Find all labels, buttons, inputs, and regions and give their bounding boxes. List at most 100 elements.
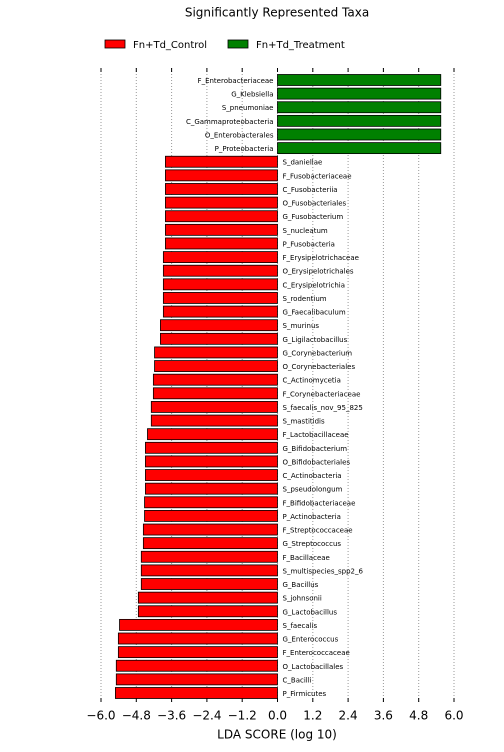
bar bbox=[162, 292, 278, 304]
category-label: S_pseudolongum bbox=[283, 486, 343, 494]
bar bbox=[115, 673, 278, 686]
bar bbox=[165, 169, 278, 182]
category-label: F_Enterococcaceae bbox=[283, 649, 350, 657]
x-tick-label: −6.0 bbox=[86, 709, 115, 723]
category-label: P_Firmicutes bbox=[283, 690, 327, 698]
bar bbox=[162, 264, 278, 277]
bar bbox=[277, 128, 442, 141]
x-tick-label: −3.6 bbox=[157, 709, 186, 723]
category-label: F_Corynebacteriaceae bbox=[283, 390, 361, 398]
category-label: O_Corynebacteriales bbox=[283, 363, 356, 371]
bar bbox=[119, 618, 278, 631]
bar bbox=[142, 537, 278, 550]
x-tick-label: 4.8 bbox=[409, 709, 428, 723]
x-tick-label: 3.6 bbox=[374, 709, 393, 723]
category-label: S_mastitidis bbox=[283, 418, 325, 426]
bar bbox=[165, 183, 278, 195]
category-label: O_Enterobacterales bbox=[205, 131, 274, 139]
category-label: F_Bacillaceae bbox=[283, 554, 330, 562]
bar bbox=[160, 332, 278, 345]
bar bbox=[144, 496, 278, 509]
bar bbox=[277, 142, 442, 155]
bar bbox=[152, 373, 278, 386]
category-label: O_Fusobacteriales bbox=[283, 200, 347, 208]
bar bbox=[140, 550, 278, 563]
category-label: S_pneumoniae bbox=[222, 104, 274, 112]
x-tick-label: −4.8 bbox=[122, 709, 151, 723]
bar bbox=[152, 387, 278, 400]
category-label: C_Gammaproteobacteria bbox=[186, 118, 274, 126]
x-tick-label: 1.2 bbox=[303, 709, 322, 723]
bar bbox=[140, 578, 278, 590]
category-label: S_faecalis_nov_95_825 bbox=[283, 404, 363, 412]
bar bbox=[145, 482, 278, 495]
bar bbox=[277, 114, 442, 127]
category-label: C_Actinomycetia bbox=[283, 377, 341, 385]
category-label: F_Streptococcaceae bbox=[283, 527, 353, 535]
legend-swatch bbox=[104, 39, 126, 49]
bar bbox=[145, 469, 278, 481]
bar bbox=[162, 278, 278, 291]
bar bbox=[154, 360, 278, 372]
category-label: O_Bifidobacteriales bbox=[283, 458, 351, 466]
bar bbox=[154, 346, 278, 359]
x-axis-label: LDA SCORE (log 10) bbox=[217, 728, 337, 742]
x-tick-label: −1.2 bbox=[228, 709, 257, 723]
bar bbox=[162, 251, 278, 263]
category-label: G_Enterococcus bbox=[283, 636, 339, 644]
bar bbox=[165, 155, 278, 168]
category-label: S_murinus bbox=[283, 322, 320, 330]
bar bbox=[145, 441, 278, 454]
category-label: G_Lactobacillus bbox=[283, 608, 338, 616]
category-label: G_Bifidobacterium bbox=[283, 445, 348, 453]
bar bbox=[277, 101, 442, 114]
category-label: G_Faecalibaculum bbox=[283, 309, 346, 317]
legend-swatch bbox=[227, 39, 249, 49]
category-label: S_nucleatum bbox=[283, 227, 328, 235]
chart-title: Significantly Represented Taxa bbox=[185, 6, 369, 20]
bar bbox=[277, 87, 442, 100]
bar bbox=[147, 428, 278, 441]
category-label: G_Bacillus bbox=[283, 581, 319, 589]
category-label: G_Streptococcus bbox=[283, 540, 342, 548]
bar bbox=[115, 687, 278, 699]
bar bbox=[117, 646, 278, 659]
bar bbox=[115, 659, 278, 672]
category-label: O_Erysipelotrichales bbox=[283, 268, 354, 276]
category-label: G_Klebsiella bbox=[231, 91, 273, 99]
category-label: C_Bacilli bbox=[283, 676, 312, 684]
category-label: F_Enterobacteriaceae bbox=[198, 77, 274, 85]
category-label: S_rodentium bbox=[283, 295, 327, 303]
category-label: O_Lactobacillales bbox=[283, 663, 344, 671]
bar bbox=[160, 319, 278, 332]
bar bbox=[165, 223, 278, 236]
bar bbox=[137, 605, 278, 618]
bar bbox=[137, 591, 278, 604]
category-label: C_Erysipelotrichia bbox=[283, 281, 346, 289]
category-label: G_Corynebacterium bbox=[283, 349, 353, 357]
bar bbox=[162, 305, 278, 318]
category-label: C_Actinobacteria bbox=[283, 472, 342, 480]
category-label: F_Fusobacteriaceae bbox=[283, 172, 352, 180]
bar bbox=[150, 401, 278, 413]
bar bbox=[117, 632, 278, 645]
category-label: P_Actinobacteria bbox=[283, 513, 341, 521]
bar bbox=[140, 564, 278, 577]
category-label: F_Erysipelotrichaceae bbox=[283, 254, 359, 262]
category-label: S_johnsonii bbox=[283, 595, 322, 603]
bar bbox=[142, 523, 278, 536]
bar bbox=[150, 414, 278, 427]
legend-label: Fn+Td_Control bbox=[133, 40, 207, 51]
bar bbox=[277, 74, 442, 86]
x-tick-label: 6.0 bbox=[444, 709, 463, 723]
category-label: P_Proteobacteria bbox=[215, 145, 274, 153]
category-label: S_faecalis bbox=[283, 622, 318, 630]
bar bbox=[145, 455, 278, 468]
bar bbox=[165, 196, 278, 209]
category-label: S_daniellae bbox=[283, 159, 323, 167]
category-label: C_Fusobacteriia bbox=[283, 186, 338, 194]
category-label: F_Bifidobacteriaceae bbox=[283, 499, 356, 507]
x-tick-label: 0.0 bbox=[268, 709, 287, 723]
category-label: P_Fusobacteria bbox=[283, 240, 335, 248]
